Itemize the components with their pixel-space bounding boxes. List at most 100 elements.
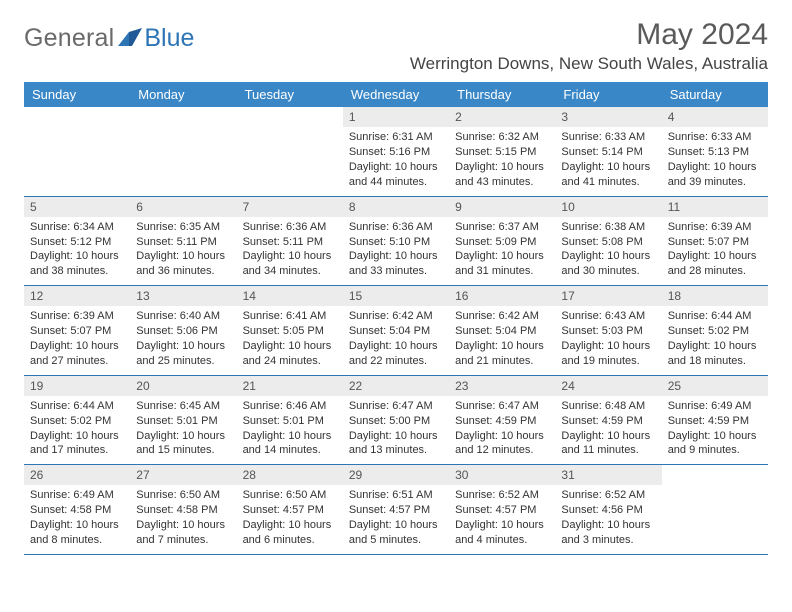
header: General Blue May 2024 Werrington Downs, … [24,18,768,74]
day-cell: 15 Sunrise: 6:42 AMSunset: 5:04 PMDayligh… [343,286,449,375]
day-number: 21 [237,376,343,396]
sunset-text: Sunset: 4:59 PM [668,414,762,429]
brand-logo: General Blue [24,24,194,53]
sunset-text: Sunset: 4:58 PM [136,503,230,518]
daylight-text: Daylight: 10 hours and 17 minutes. [30,429,124,459]
day-cell: 25Sunrise: 6:49 AMSunset: 4:59 PMDayligh… [662,376,768,465]
day-number: 23 [449,376,555,396]
sunset-text: Sunset: 4:57 PM [243,503,337,518]
dow-thursday: Thursday [449,82,555,107]
sunset-text: Sunset: 5:01 PM [136,414,230,429]
day-number: 12 [24,286,130,306]
brand-text-1: General [24,24,114,53]
day-body: Sunrise: 6:47 AMSunset: 4:59 PMDaylight:… [455,399,549,458]
daylight-text: Daylight: 10 hours and 6 minutes. [243,518,337,548]
daylight-text: Daylight: 10 hours and 13 minutes. [349,429,443,459]
sunset-text: Sunset: 5:04 PM [455,324,549,339]
day-body: Sunrise: 6:42 AMSunset: 5:04 PMDaylight:… [349,309,443,368]
week-row: 12Sunrise: 6:39 AMSunset: 5:07 PMDayligh… [24,286,768,376]
day-body: Sunrise: 6:32 AMSunset: 5:15 PMDaylight:… [455,130,549,189]
day-body: Sunrise: 6:48 AMSunset: 4:59 PMDaylight:… [561,399,655,458]
sunrise-text: Sunrise: 6:38 AM [561,220,655,235]
day-number: 11 [662,197,768,217]
sunrise-text: Sunrise: 6:49 AM [30,488,124,503]
daylight-text: Daylight: 10 hours and 4 minutes. [455,518,549,548]
day-number: 22 [343,376,449,396]
sunrise-text: Sunrise: 6:39 AM [668,220,762,235]
daylight-text: Daylight: 10 hours and 14 minutes. [243,429,337,459]
day-cell: 19Sunrise: 6:44 AMSunset: 5:02 PMDayligh… [24,376,130,465]
day-body: Sunrise: 6:51 AMSunset: 4:57 PMDaylight:… [349,488,443,547]
day-number: 6 [130,197,236,217]
day-of-week-header: Sunday Monday Tuesday Wednesday Thursday… [24,82,768,107]
sunrise-text: Sunrise: 6:43 AM [561,309,655,324]
day-number: 20 [130,376,236,396]
sunset-text: Sunset: 4:56 PM [561,503,655,518]
sunrise-text: Sunrise: 6:49 AM [668,399,762,414]
day-number: 15 [343,286,449,306]
dow-wednesday: Wednesday [343,82,449,107]
sunrise-text: Sunrise: 6:42 AM [455,309,549,324]
day-body: Sunrise: 6:47 AMSunset: 5:00 PMDaylight:… [349,399,443,458]
day-number: 13 [130,286,236,306]
sunrise-text: Sunrise: 6:51 AM [349,488,443,503]
day-body: Sunrise: 6:45 AMSunset: 5:01 PMDaylight:… [136,399,230,458]
day-cell: 21Sunrise: 6:46 AMSunset: 5:01 PMDayligh… [237,376,343,465]
week-row: 19Sunrise: 6:44 AMSunset: 5:02 PMDayligh… [24,376,768,466]
sunset-text: Sunset: 4:58 PM [30,503,124,518]
sunrise-text: Sunrise: 6:35 AM [136,220,230,235]
daylight-text: Daylight: 10 hours and 44 minutes. [349,160,443,190]
calendar-page: General Blue May 2024 Werrington Downs, … [0,0,792,612]
sunset-text: Sunset: 4:59 PM [561,414,655,429]
day-body: Sunrise: 6:43 AMSunset: 5:03 PMDaylight:… [561,309,655,368]
day-number: 28 [237,465,343,485]
day-body: Sunrise: 6:50 AMSunset: 4:58 PMDaylight:… [136,488,230,547]
day-number: 26 [24,465,130,485]
day-cell: 2 Sunrise: 6:32 AMSunset: 5:15 PMDaylight… [449,107,555,196]
daylight-text: Daylight: 10 hours and 30 minutes. [561,249,655,279]
sunset-text: Sunset: 5:03 PM [561,324,655,339]
daylight-text: Daylight: 10 hours and 24 minutes. [243,339,337,369]
week-row: 5Sunrise: 6:34 AMSunset: 5:12 PMDaylight… [24,197,768,287]
sunrise-text: Sunrise: 6:36 AM [349,220,443,235]
day-number: 14 [237,286,343,306]
daylight-text: Daylight: 10 hours and 39 minutes. [668,160,762,190]
sunrise-text: Sunrise: 6:37 AM [455,220,549,235]
day-cell: 12Sunrise: 6:39 AMSunset: 5:07 PMDayligh… [24,286,130,375]
title-block: May 2024 Werrington Downs, New South Wal… [410,18,768,74]
sunrise-text: Sunrise: 6:45 AM [136,399,230,414]
day-cell: 4Sunrise: 6:33 AMSunset: 5:13 PMDaylight… [662,107,768,196]
day-cell: 0 [24,107,130,196]
daylight-text: Daylight: 10 hours and 38 minutes. [30,249,124,279]
day-cell: 28 Sunrise: 6:50 AMSunset: 4:57 PMDayligh… [237,465,343,554]
brand-text-2: Blue [144,24,194,53]
daylight-text: Daylight: 10 hours and 28 minutes. [668,249,762,279]
day-number: 27 [130,465,236,485]
sunset-text: Sunset: 5:10 PM [349,235,443,250]
day-body: Sunrise: 6:36 AMSunset: 5:10 PMDaylight:… [349,220,443,279]
day-cell: 0 [237,107,343,196]
daylight-text: Daylight: 10 hours and 22 minutes. [349,339,443,369]
day-cell: 26Sunrise: 6:49 AMSunset: 4:58 PMDayligh… [24,465,130,554]
sunrise-text: Sunrise: 6:31 AM [349,130,443,145]
day-cell: 14Sunrise: 6:41 AMSunset: 5:05 PMDayligh… [237,286,343,375]
sunrise-text: Sunrise: 6:50 AM [243,488,337,503]
sunset-text: Sunset: 5:11 PM [136,235,230,250]
day-number: 2 [449,107,555,127]
day-cell: 3Sunrise: 6:33 AMSunset: 5:14 PMDaylight… [555,107,661,196]
day-number: 5 [24,197,130,217]
sunrise-text: Sunrise: 6:44 AM [30,399,124,414]
sunrise-text: Sunrise: 6:47 AM [455,399,549,414]
sunset-text: Sunset: 5:08 PM [561,235,655,250]
daylight-text: Daylight: 10 hours and 25 minutes. [136,339,230,369]
daylight-text: Daylight: 10 hours and 36 minutes. [136,249,230,279]
day-body: Sunrise: 6:36 AMSunset: 5:11 PMDaylight:… [243,220,337,279]
day-cell: 0 [130,107,236,196]
sunset-text: Sunset: 5:07 PM [668,235,762,250]
day-number: 4 [662,107,768,127]
sunset-text: Sunset: 4:57 PM [455,503,549,518]
sunset-text: Sunset: 5:14 PM [561,145,655,160]
daylight-text: Daylight: 10 hours and 3 minutes. [561,518,655,548]
dow-friday: Friday [555,82,661,107]
sunrise-text: Sunrise: 6:46 AM [243,399,337,414]
